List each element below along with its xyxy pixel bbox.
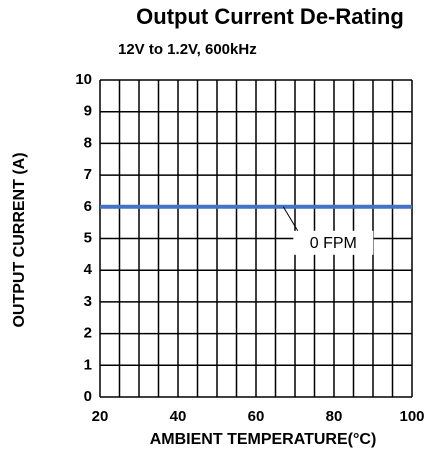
y-tick-label: 7 — [84, 166, 92, 183]
y-tick-label: 9 — [84, 103, 92, 120]
y-tick-label: 4 — [84, 261, 93, 278]
y-tick-label: 5 — [84, 229, 92, 246]
y-tick-label: 6 — [84, 198, 92, 215]
x-tick-label: 20 — [92, 408, 109, 425]
x-tick-label: 100 — [399, 408, 424, 425]
x-tick-label: 60 — [248, 408, 265, 425]
x-axis-label: AMBIENT TEMPERATURE(°C) — [150, 431, 377, 448]
chart-title: Output Current De-Rating — [136, 4, 404, 29]
y-tick-label: 8 — [84, 134, 92, 151]
y-tick-label: 0 — [84, 388, 92, 405]
y-tick-label: 3 — [84, 293, 92, 310]
y-tick-label: 1 — [84, 356, 92, 373]
annotation: 0 FPM — [310, 235, 357, 252]
y-tick-label: 2 — [84, 325, 92, 342]
chart-subtitle: 12V to 1.2V, 600kHz — [118, 41, 257, 58]
y-axis-label: OUTPUT CURRENT (A) — [11, 152, 28, 327]
y-tick-label: 10 — [75, 71, 92, 88]
annotation-box — [293, 230, 374, 255]
x-tick-label: 80 — [326, 408, 343, 425]
x-tick-label: 40 — [170, 408, 187, 425]
